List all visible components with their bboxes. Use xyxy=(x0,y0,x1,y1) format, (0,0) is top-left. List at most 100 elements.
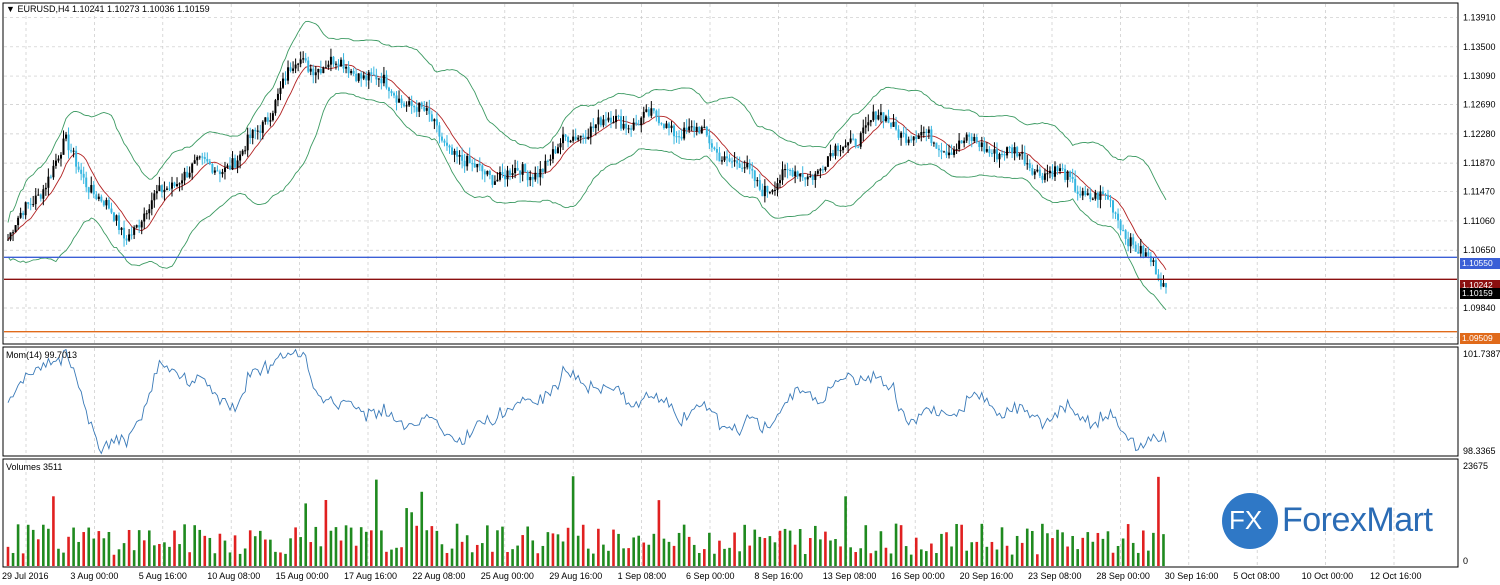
candle-body xyxy=(451,147,454,155)
candle-body xyxy=(329,56,332,65)
candle-body xyxy=(541,168,544,172)
candle-body xyxy=(229,165,232,170)
volume-bar xyxy=(1076,549,1079,566)
volume-bar xyxy=(344,525,348,566)
time-tick-label: 16 Sep 00:00 xyxy=(891,571,945,581)
candle-body xyxy=(917,135,920,139)
candle-body xyxy=(52,165,55,178)
candle-body xyxy=(1064,168,1067,180)
volume-bar xyxy=(849,547,852,566)
candle-body xyxy=(1021,152,1024,154)
volume-bar xyxy=(31,529,35,566)
volume-bar xyxy=(516,545,519,566)
candle-body xyxy=(897,129,900,138)
candle-body xyxy=(1036,169,1039,172)
candle-body xyxy=(1018,153,1021,157)
candle-body xyxy=(458,155,461,157)
candle-body xyxy=(983,142,986,152)
candle-body xyxy=(758,180,761,190)
candle-body xyxy=(254,129,257,132)
candle-body xyxy=(1071,177,1074,179)
candle-body xyxy=(985,149,988,152)
volume-bar xyxy=(122,543,126,566)
candle-body xyxy=(307,60,310,72)
volume-bar xyxy=(1030,530,1034,566)
candle-body xyxy=(218,171,221,175)
candle-body xyxy=(133,227,136,235)
candle-body xyxy=(188,172,191,178)
candle-body xyxy=(123,227,126,239)
horizontal-lines[interactable] xyxy=(4,256,1457,333)
candle-body xyxy=(1056,166,1059,172)
candle-body xyxy=(665,123,668,129)
volume-bar xyxy=(1106,531,1110,566)
volume-bar xyxy=(57,548,60,566)
candle-body xyxy=(90,185,93,193)
momentum-panel[interactable] xyxy=(2,346,1459,457)
price-tick-label: 1.13500 xyxy=(1463,42,1496,52)
symbol-header[interactable]: ▼ EURUSD,H4 1.10241 1.10273 1.10036 1.10… xyxy=(6,4,210,14)
candle-body xyxy=(292,68,295,71)
volume-bar xyxy=(228,552,232,566)
candle-body xyxy=(902,132,905,134)
candle-body xyxy=(657,116,660,124)
candle-body xyxy=(990,153,993,155)
volume-bar xyxy=(425,530,429,566)
candle-body xyxy=(150,200,153,210)
volume-bar xyxy=(1157,476,1160,566)
candle-body xyxy=(324,67,327,69)
candle-body xyxy=(960,140,963,144)
volume-bar xyxy=(11,552,15,566)
candle-body xyxy=(448,145,451,148)
candle-body xyxy=(867,122,870,126)
momentum-tick-bottom: 98.3365 xyxy=(1463,446,1496,456)
volume-bar xyxy=(102,538,106,566)
candle-body xyxy=(130,234,133,236)
volume-bar xyxy=(1010,554,1014,566)
candle-body xyxy=(400,98,403,104)
volume-bar xyxy=(1081,537,1085,566)
candle-body xyxy=(332,56,335,65)
price-tick-label: 1.11870 xyxy=(1463,158,1495,168)
volume-bar xyxy=(1101,538,1105,566)
candle-body xyxy=(456,150,459,157)
candle-body xyxy=(710,143,713,148)
volume-bar xyxy=(359,527,363,566)
price-panel[interactable] xyxy=(2,2,1459,345)
volume-bar xyxy=(1162,534,1165,566)
momentum-title: Mom(14) 99.7013 xyxy=(6,350,78,360)
candle-body xyxy=(67,134,70,151)
candle-body xyxy=(609,117,612,123)
volume-bar xyxy=(632,537,635,566)
candle-body xyxy=(910,139,913,141)
candle-body xyxy=(19,212,22,218)
candle-body xyxy=(736,160,739,164)
volume-bar xyxy=(975,541,979,566)
candle-body xyxy=(382,74,385,84)
volume-bar xyxy=(304,503,307,566)
volume-bar xyxy=(551,533,555,566)
volume-bar xyxy=(864,525,868,566)
down-triangle-icon[interactable]: ▼ xyxy=(6,4,15,14)
candle-body xyxy=(602,119,605,126)
volume-bar xyxy=(506,551,509,566)
volume-bar xyxy=(198,529,202,566)
candle-body xyxy=(559,143,562,148)
candle-body xyxy=(236,160,239,168)
volume-bar xyxy=(269,539,272,566)
candle-body xyxy=(433,119,436,122)
current-price-tag: 1.10159 xyxy=(1460,288,1500,299)
volume-bar xyxy=(884,547,888,566)
candle-body xyxy=(1011,147,1014,154)
volume-bar xyxy=(980,523,984,566)
candle-body xyxy=(1137,251,1140,254)
candle-body xyxy=(1046,173,1049,175)
volume-bar xyxy=(708,532,711,566)
candle-body xyxy=(183,171,186,181)
candle-body xyxy=(198,156,201,158)
candle-body xyxy=(443,140,446,143)
volume-bar xyxy=(612,529,615,566)
volume-bar xyxy=(667,541,671,566)
volume-bar xyxy=(1147,550,1150,566)
